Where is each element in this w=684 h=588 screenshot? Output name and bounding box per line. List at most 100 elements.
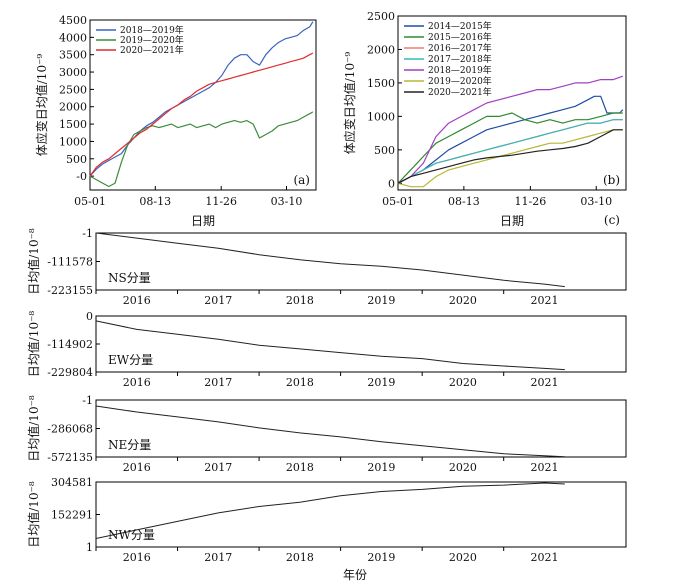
strip-NE-year-label: 2018 [286, 461, 314, 474]
strip-NE-series-line [95, 405, 565, 458]
panel-b-legend-entry: 2016—2017年 [428, 42, 492, 54]
strip-EW-frame [95, 315, 627, 373]
panel-b-series-line [397, 112, 623, 184]
strip-NW-ylabel: 日均值/10⁻⁸ [26, 481, 41, 548]
strip-NW-year-label: 2021 [530, 551, 558, 564]
panel-a-ytick-label: 2000 [59, 101, 87, 114]
strip-NW-year-label: 2017 [204, 551, 232, 564]
panel-a-legend-entry: 2020—2021年 [120, 44, 184, 56]
panel-b-legend-entry: 2018—2019年 [428, 64, 492, 76]
panel-a-legend-entry: 2019—2020年 [120, 34, 184, 46]
panel-b-series-line [397, 75, 624, 184]
strip-EW-component-label: EW分量 [108, 353, 153, 367]
panel-b-xtick-label: 11-26 [515, 195, 547, 208]
panel-b-legend-entry: 2014—2015年 [428, 20, 492, 32]
strip-EW-year-label: 2016 [123, 376, 151, 389]
panel-a-xtick-label: 03-10 [271, 195, 303, 208]
panel-a-label: (a) [293, 173, 310, 187]
panel-b-xtick-label: 03-10 [580, 195, 612, 208]
strip-NE-ytick-label: -572135 [47, 451, 93, 464]
strip-NS-year-label: 2016 [123, 294, 151, 307]
panel-b-legend-entry: 2017—2018年 [428, 53, 492, 65]
strip-EW-series-line [95, 320, 565, 371]
panel-a-ytick-label: 3500 [59, 49, 87, 62]
panel-b-xlabel: 日期 [500, 214, 524, 228]
panel-b-legend-entry: 2020—2021年 [428, 86, 492, 98]
strip-NW-year-label: 2020 [449, 551, 477, 564]
panel-a-ytick-label: 1500 [59, 118, 87, 131]
panel-b-xtick-label: 05-01 [382, 195, 414, 208]
strip-NS-series-line [95, 232, 565, 288]
panel-b-frame [397, 15, 627, 191]
panel-a-xtick-label: 05-01 [74, 195, 106, 208]
strip-NW-ytick-label: 304581 [51, 476, 93, 489]
panel-b-ytick-label: 2000 [367, 43, 395, 56]
strip-NE-component-label: NE分量 [108, 438, 151, 452]
strip-NE-year-label: 2019 [367, 461, 395, 474]
strip-NW-component-label: NW分量 [108, 528, 155, 542]
panel-b-series-line [397, 119, 623, 184]
panel-a-xlabel: 日期 [191, 214, 215, 228]
strip-NE-year-label: 2016 [123, 461, 151, 474]
strip-NW-frame [95, 481, 627, 548]
strip-EW-ytick-label: 0 [86, 310, 93, 323]
strip-NS-ytick-label: -1 [82, 227, 93, 240]
panel-a-ytick-label: 2500 [59, 83, 87, 96]
panel-b-series-line [397, 129, 623, 188]
strip-NE-frame [95, 399, 627, 458]
strip-NW-series-line [95, 482, 565, 539]
strip-NS-year-label: 2019 [367, 294, 395, 307]
strip-NE-ylabel: 日均值/10⁻⁸ [26, 395, 41, 462]
strip-EW-ytick-label: -114902 [47, 338, 93, 351]
panel-b-ytick-label: 2500 [367, 10, 395, 23]
panel-b-series-line [397, 95, 624, 184]
strip-NS-year-label: 2018 [286, 294, 314, 307]
panel-b-series-line [397, 119, 623, 184]
strip-NE-year-label: 2020 [449, 461, 477, 474]
strip-NS-year-label: 2017 [204, 294, 232, 307]
panel-a-legend-entry: 2018—2019年 [120, 24, 184, 36]
panel-a-ylabel: 体应变日均值/10⁻⁹ [34, 54, 49, 157]
panel-b-ytick-label: 1500 [367, 77, 395, 90]
panel-b-xtick-label: 08-13 [448, 195, 480, 208]
strip-NS-frame [95, 232, 627, 291]
panel-a-ytick-label: 4500 [59, 14, 87, 27]
panel-b-legend-entry: 2015—2016年 [428, 31, 492, 43]
panel-b-label: (b) [603, 173, 620, 187]
strip-xlabel: 年份 [343, 568, 367, 582]
strip-EW-year-label: 2019 [367, 376, 395, 389]
strip-NS-ylabel: 日均值/10⁻⁸ [26, 228, 41, 295]
strip-NS-ytick-label: -223155 [47, 284, 93, 297]
strip-NE-year-label: 2021 [530, 461, 558, 474]
panel-b-series-line [397, 129, 623, 184]
strip-EW-year-label: 2021 [530, 376, 558, 389]
panel-a-xtick-label: 11-26 [205, 195, 237, 208]
strip-NS-component-label: NS分量 [108, 271, 151, 285]
panel-b-ylabel: 体应变日均值/10⁻⁹ [342, 52, 357, 155]
panel-a-xtick-label: 08-13 [139, 195, 171, 208]
panel-b-ytick-label: 0 [388, 177, 395, 190]
panel-a-ytick-label: 4000 [59, 31, 87, 44]
panel-a-ytick-label: 500 [66, 153, 87, 166]
strip-NW-ytick-label: 1 [86, 541, 93, 554]
panel-a-series-line [89, 52, 314, 177]
panel-a-ytick-label: 1000 [59, 135, 87, 148]
strip-EW-ytick-label: -229804 [47, 366, 93, 379]
strip-NE-ytick-label: -1 [82, 394, 93, 407]
panel-b-ytick-label: 1000 [367, 110, 395, 123]
strip-EW-year-label: 2017 [204, 376, 232, 389]
strip-EW-year-label: 2020 [449, 376, 477, 389]
strip-EW-year-label: 2018 [286, 376, 314, 389]
panel-b-ytick-label: 500 [374, 144, 395, 157]
panel-a-series-line [89, 111, 314, 188]
strip-EW-ylabel: 日均值/10⁻⁸ [26, 311, 41, 378]
strip-NW-year-label: 2019 [367, 551, 395, 564]
strip-NS-year-label: 2020 [449, 294, 477, 307]
panel-a-ytick-label: 3000 [59, 66, 87, 79]
strip-panel-label: (c) [604, 213, 620, 227]
strip-NS-ytick-label: -111578 [47, 256, 93, 269]
strip-NS-year-label: 2021 [530, 294, 558, 307]
strip-NE-ytick-label: -286068 [47, 423, 93, 436]
panel-b-legend-entry: 2019—2020年 [428, 75, 492, 87]
strip-NW-year-label: 2016 [123, 551, 151, 564]
